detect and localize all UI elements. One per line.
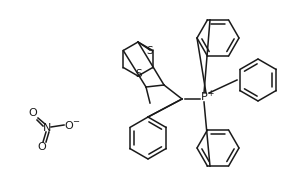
Text: N: N [43, 123, 51, 133]
Text: P: P [201, 92, 208, 102]
Text: S: S [147, 46, 153, 56]
Text: O: O [29, 108, 37, 118]
Text: +: + [207, 88, 213, 98]
Text: S: S [136, 69, 142, 79]
Text: −: − [73, 118, 79, 126]
Text: O: O [38, 142, 46, 152]
Text: O: O [65, 121, 73, 131]
